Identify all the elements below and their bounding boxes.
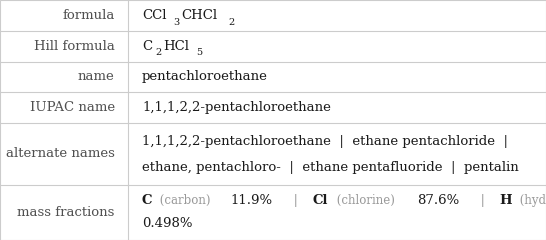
Text: formula: formula [62, 9, 115, 22]
Text: 1,1,1,2,2-pentachloroethane  |  ethane pentachloride  |: 1,1,1,2,2-pentachloroethane | ethane pen… [142, 135, 508, 148]
Text: (carbon): (carbon) [156, 194, 213, 207]
Text: 2: 2 [155, 48, 161, 57]
Text: 87.6%: 87.6% [418, 194, 460, 207]
Text: IUPAC name: IUPAC name [29, 101, 115, 114]
Text: |: | [472, 194, 494, 207]
Text: 1,1,1,2,2-pentachloroethane: 1,1,1,2,2-pentachloroethane [142, 101, 331, 114]
Text: Cl: Cl [313, 194, 328, 207]
Text: ethane, pentachloro-  |  ethane pentafluoride  |  pentalin: ethane, pentachloro- | ethane pentafluor… [142, 161, 519, 174]
Text: |: | [285, 194, 306, 207]
Text: C: C [142, 40, 152, 53]
Text: CHCl: CHCl [182, 9, 218, 22]
Text: name: name [78, 70, 115, 84]
Text: mass fractions: mass fractions [17, 206, 115, 219]
Text: alternate names: alternate names [6, 147, 115, 160]
Text: C: C [142, 194, 152, 207]
Text: (hydrogen): (hydrogen) [516, 194, 546, 207]
Text: 0.498%: 0.498% [142, 217, 192, 230]
Text: 5: 5 [197, 48, 203, 57]
Text: Hill formula: Hill formula [34, 40, 115, 53]
Text: 11.9%: 11.9% [230, 194, 273, 207]
Text: 2: 2 [228, 18, 234, 27]
Text: HCl: HCl [163, 40, 189, 53]
Text: H: H [500, 194, 512, 207]
Text: CCl: CCl [142, 9, 167, 22]
Text: pentachloroethane: pentachloroethane [142, 70, 268, 84]
Text: 3: 3 [174, 18, 180, 27]
Text: (chlorine): (chlorine) [333, 194, 399, 207]
